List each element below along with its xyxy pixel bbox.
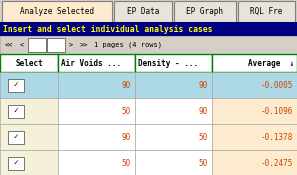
Bar: [0, 98, 58, 124]
Text: Insert and select individual analysis cases: Insert and select individual analysis ca…: [3, 25, 213, 33]
Text: 90: 90: [122, 132, 131, 142]
Bar: [0, 54, 58, 72]
Bar: [8, 104, 24, 117]
Text: -0.2475: -0.2475: [261, 159, 293, 167]
Bar: [212, 124, 297, 150]
Text: Average  ↓: Average ↓: [248, 58, 294, 68]
Bar: [58, 98, 135, 124]
Text: Density - ...: Density - ...: [138, 58, 198, 68]
Bar: [8, 156, 24, 170]
Text: 50: 50: [122, 159, 131, 167]
Text: >: >: [69, 42, 73, 48]
Text: 90: 90: [199, 80, 208, 89]
Bar: [47, 38, 65, 52]
Text: ✓: ✓: [14, 159, 18, 167]
Text: EP Data: EP Data: [127, 7, 159, 16]
Bar: [0, 124, 58, 150]
Bar: [0, 150, 58, 175]
Text: 50: 50: [199, 132, 208, 142]
Text: Analyze Selected: Analyze Selected: [20, 7, 94, 16]
Text: >>: >>: [80, 42, 88, 48]
Text: <: <: [20, 42, 24, 48]
Text: -0.0005: -0.0005: [261, 80, 293, 89]
Bar: [0, 22, 297, 36]
Bar: [135, 72, 212, 98]
Text: ✓: ✓: [14, 132, 18, 142]
Bar: [174, 1, 236, 22]
Bar: [135, 150, 212, 175]
Text: Select: Select: [15, 58, 43, 68]
Bar: [135, 124, 212, 150]
Bar: [8, 131, 24, 144]
Bar: [212, 72, 297, 98]
Text: ✓: ✓: [14, 107, 18, 116]
Bar: [114, 1, 172, 22]
Bar: [28, 38, 46, 52]
Text: Go: Go: [52, 42, 60, 48]
Bar: [212, 150, 297, 175]
Text: Air Voids ...: Air Voids ...: [61, 58, 121, 68]
Bar: [2, 1, 112, 22]
Bar: [58, 150, 135, 175]
Text: 50: 50: [122, 107, 131, 116]
Text: ✓: ✓: [14, 80, 18, 89]
Text: 50: 50: [199, 159, 208, 167]
Text: EP Graph: EP Graph: [187, 7, 224, 16]
Text: <<: <<: [5, 42, 13, 48]
Text: -0.1378: -0.1378: [261, 132, 293, 142]
Bar: [212, 98, 297, 124]
Text: 90: 90: [199, 107, 208, 116]
Bar: [212, 54, 297, 72]
Bar: [58, 72, 135, 98]
Bar: [0, 72, 58, 98]
Text: 90: 90: [122, 80, 131, 89]
Bar: [58, 124, 135, 150]
Text: -0.1096: -0.1096: [261, 107, 293, 116]
Bar: [8, 79, 24, 92]
Bar: [135, 54, 212, 72]
Bar: [238, 1, 295, 22]
Bar: [0, 36, 297, 54]
Bar: [58, 54, 135, 72]
Text: RQL Fre: RQL Fre: [250, 7, 283, 16]
Text: 1 pages (4 rows): 1 pages (4 rows): [94, 42, 162, 48]
Text: 1: 1: [35, 42, 39, 48]
Bar: [135, 98, 212, 124]
